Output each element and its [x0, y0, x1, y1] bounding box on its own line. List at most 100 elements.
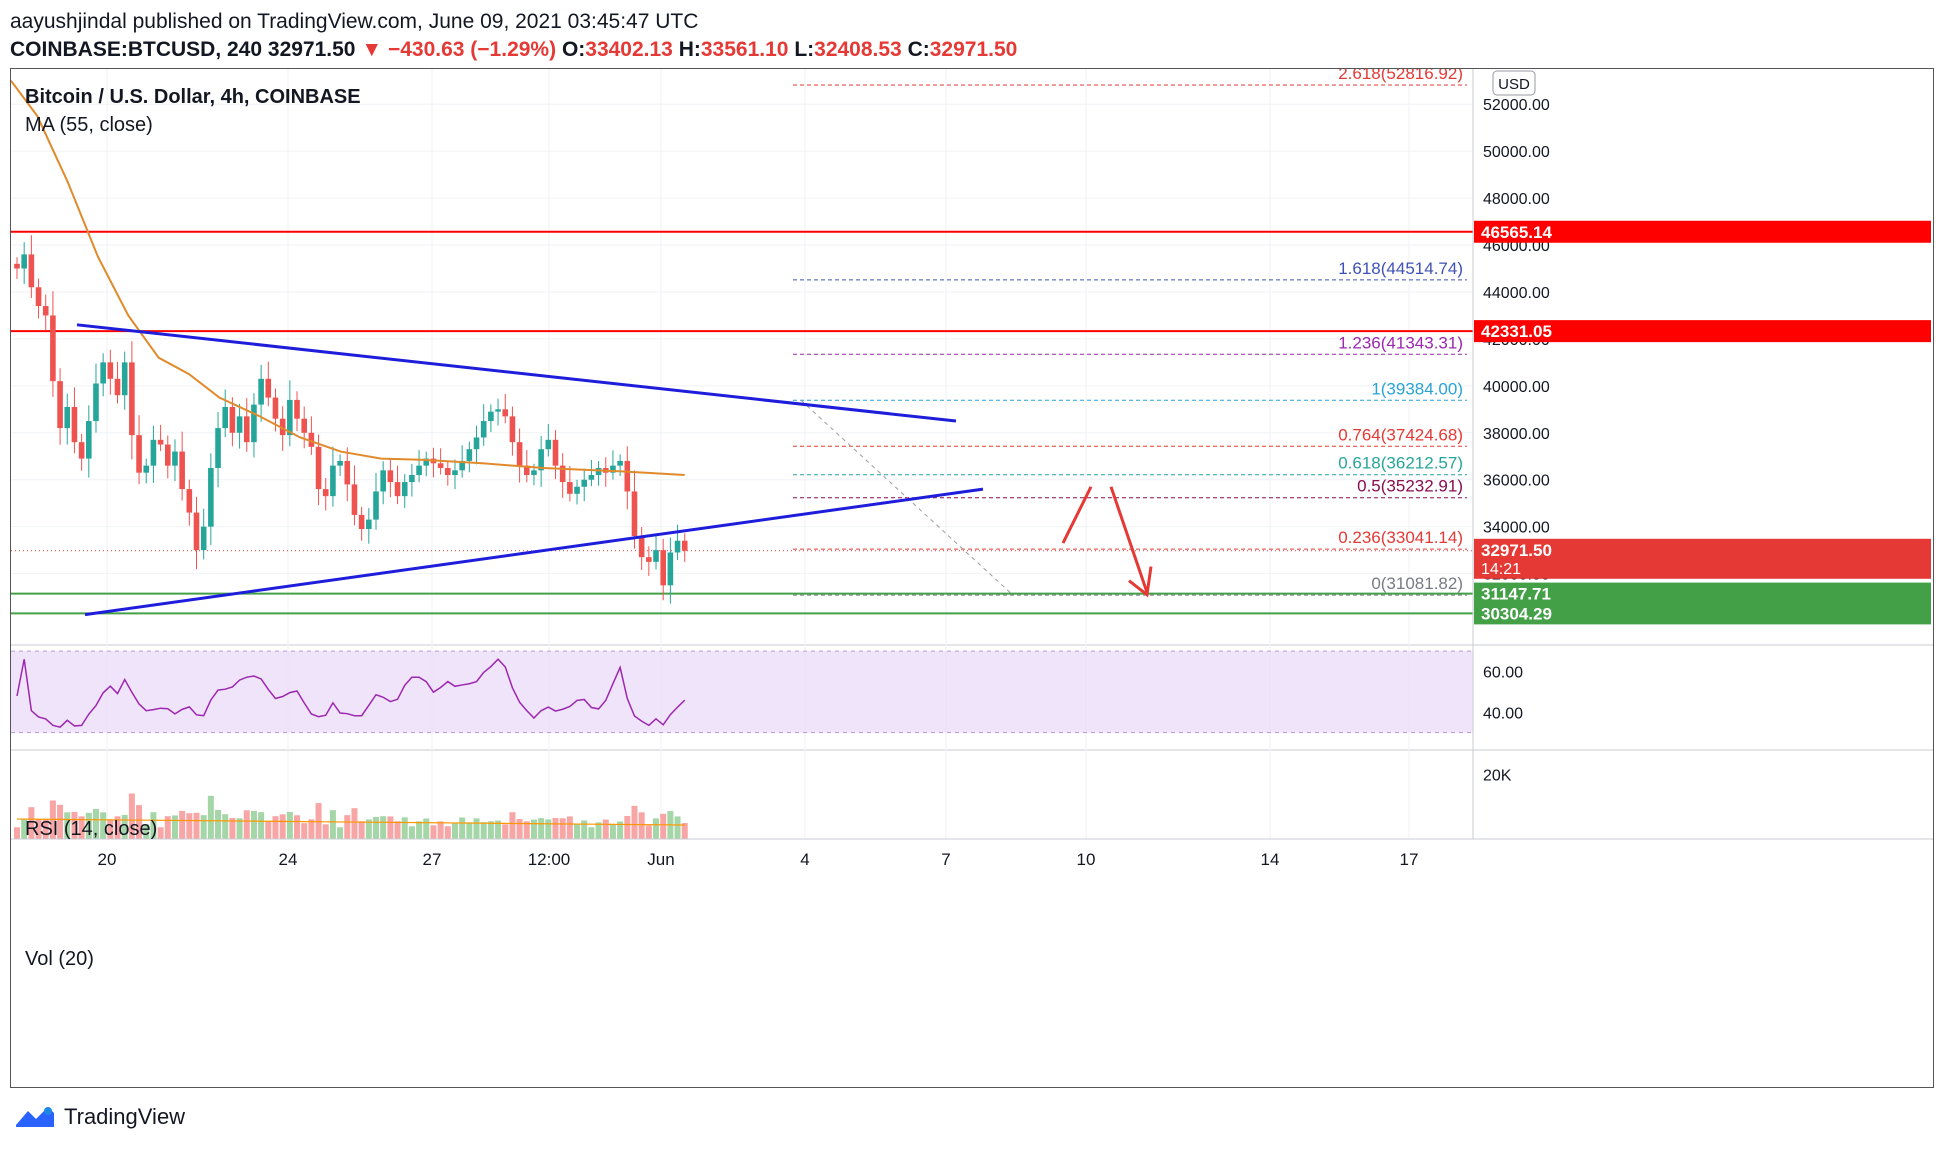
y-tick-label: 50000.00 — [1483, 144, 1550, 161]
volume-bar — [574, 824, 581, 839]
candle-body — [279, 418, 286, 436]
drawings — [76, 323, 1153, 617]
volume-bar — [57, 804, 64, 839]
volume-tick-label: 20K — [1483, 768, 1512, 785]
volume-bar — [64, 812, 71, 839]
volume-bar — [631, 805, 638, 839]
volume-bar — [28, 807, 35, 839]
volume-bar — [265, 821, 272, 839]
volume-bar — [365, 819, 372, 839]
candle-body — [14, 263, 20, 269]
upper-trendline — [76, 323, 957, 423]
rsi-legend: RSI (14, close) — [25, 818, 157, 840]
volume-bar — [408, 826, 415, 839]
x-tick-label: 27 — [423, 850, 442, 869]
candle-body — [538, 449, 544, 471]
candle-body — [330, 465, 336, 497]
volume-bar — [502, 824, 509, 839]
price-chart[interactable]: 2.618(52816.92) 1.618(44514.74) 1.236(4134… — [11, 69, 1933, 1087]
candle-body — [287, 399, 293, 436]
candle-body — [674, 540, 681, 553]
volume-bar — [329, 810, 336, 839]
candles — [14, 235, 688, 604]
lower-trendline — [84, 487, 984, 617]
price-badge-countdown: 14:21 — [1481, 561, 1521, 578]
volume-bar — [545, 819, 552, 839]
price-badge-label: 32971.50 — [1481, 541, 1552, 560]
horizontal-levels — [11, 230, 1473, 615]
chart-header: aayushjindal published on TradingView.co… — [10, 8, 1017, 64]
candle-body — [452, 470, 458, 476]
footer: TradingView — [14, 1104, 185, 1130]
volume-bar — [451, 823, 458, 839]
candle-body — [509, 416, 516, 443]
candle-body — [559, 465, 566, 483]
volume-bar — [114, 816, 121, 839]
rsi-tick-label: 60.00 — [1483, 664, 1523, 681]
brand-name: TradingView — [64, 1104, 186, 1129]
x-tick-label: 12:00 — [528, 850, 571, 869]
candle-body — [150, 439, 157, 466]
candle-body — [193, 512, 200, 551]
y-tick-label: 40000.00 — [1483, 379, 1550, 396]
candle-body — [136, 435, 142, 473]
x-tick-label: 17 — [1400, 850, 1419, 869]
volume-bar — [243, 810, 250, 839]
volume-bar — [229, 817, 236, 839]
volume-bar — [215, 809, 222, 839]
volume-bar — [222, 814, 229, 839]
volume-bar — [394, 821, 401, 839]
rsi-band — [11, 650, 1473, 734]
high-value: 33561.10 — [700, 38, 789, 61]
price-badge — [1474, 538, 1931, 579]
volume-bar — [638, 812, 645, 839]
x-tick-label: Jun — [647, 850, 674, 869]
y-tick-label: 36000.00 — [1483, 473, 1550, 490]
volume-bar — [358, 821, 365, 839]
y-tick-label: 38000.00 — [1483, 426, 1550, 443]
volume-bar — [35, 819, 42, 839]
candle-body — [301, 418, 307, 433]
volume-bar — [609, 824, 616, 839]
volume-bar — [552, 817, 559, 839]
ma-line — [11, 80, 685, 477]
volume-bar — [653, 818, 660, 839]
volume-bar — [674, 816, 681, 839]
rsi-curve — [16, 658, 686, 729]
price-badge-label: 46565.14 — [1481, 223, 1552, 242]
volume-bar — [459, 817, 466, 839]
price-badge — [1474, 220, 1931, 243]
candle-body — [78, 442, 85, 459]
x-tick-label: 10 — [1077, 850, 1096, 869]
candle-body — [502, 409, 509, 417]
candle-body — [186, 489, 193, 513]
candle-body — [57, 381, 63, 429]
candle-body — [358, 514, 365, 529]
candle-body — [200, 526, 207, 551]
candle-body — [229, 406, 236, 433]
candle-body — [466, 449, 473, 461]
candle-body — [646, 557, 652, 562]
candle-body — [322, 489, 329, 497]
volume-bar — [100, 812, 107, 839]
candle-body — [179, 451, 185, 490]
volume-bar — [107, 820, 114, 839]
candle-body — [114, 378, 121, 396]
legends: Bitcoin / U.S. Dollar, 4h, COINBASE MA (… — [25, 86, 361, 970]
volume-bar — [42, 819, 49, 839]
fib-level-label: 0(31081.82) — [1371, 574, 1463, 593]
chart-frame[interactable]: 2.618(52816.92) 1.618(44514.74) 1.236(4134… — [10, 68, 1934, 1088]
volume-bar — [301, 823, 308, 839]
fib-level-label: 1.236(41343.31) — [1338, 333, 1463, 352]
candle-body — [401, 482, 408, 497]
x-tick-label: 14 — [1261, 850, 1280, 869]
volume-bar — [387, 816, 394, 839]
candle-body — [495, 409, 501, 412]
y-tick-label: 48000.00 — [1483, 191, 1550, 208]
fib-level-label: 1.618(44514.74) — [1338, 259, 1463, 278]
candle-body — [265, 378, 272, 398]
volume-bar — [380, 816, 387, 839]
x-tick-label: 7 — [941, 850, 950, 869]
candle-body — [624, 460, 631, 492]
volume-bar — [617, 821, 624, 839]
